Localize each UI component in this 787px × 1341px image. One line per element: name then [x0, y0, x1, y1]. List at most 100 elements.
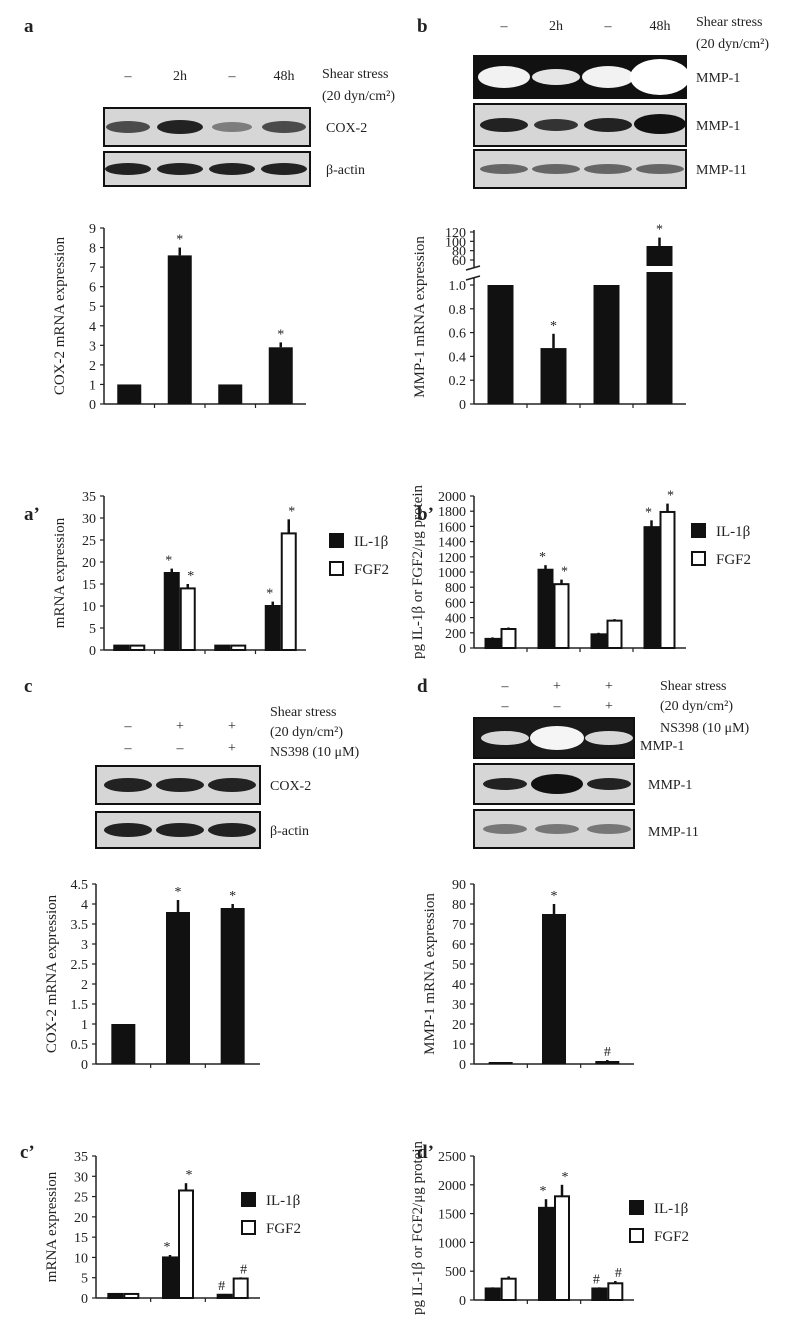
y-tick-label: 10 [74, 1251, 88, 1266]
lane-label: + [605, 679, 613, 694]
blot-band [530, 726, 584, 750]
condition-label: (20 dyn/cm²) [696, 37, 769, 52]
bar [107, 1292, 124, 1300]
y-tick-label: 2 [81, 978, 88, 993]
legend-swatch [629, 1200, 644, 1215]
significance-mark: # [218, 1279, 225, 1294]
bar [537, 568, 554, 649]
y-tick-label: 0 [89, 644, 96, 659]
band-label: MMP-1 [648, 778, 692, 793]
significance-mark: * [266, 587, 273, 602]
panel-label: a’ [24, 504, 40, 525]
y-tick-label: 0 [81, 1292, 88, 1307]
blot-band [587, 824, 631, 834]
y-tick-label: 20 [74, 1211, 88, 1226]
y-tick-label: 1200 [438, 551, 466, 566]
bar [538, 1206, 554, 1301]
y-tick-label: 800 [445, 581, 466, 596]
band-label: MMP-1 [696, 71, 740, 86]
y-tick-label: 0.4 [449, 350, 467, 365]
y-tick-label: 60 [452, 254, 466, 269]
lane-label: + [228, 741, 236, 756]
panel-label-c: c [24, 676, 32, 697]
axis-break-mark [465, 275, 481, 281]
bar [179, 587, 196, 652]
bar [111, 1024, 136, 1064]
blot-band [483, 824, 527, 834]
y-tick-label: 120 [445, 226, 466, 241]
bar [264, 605, 281, 651]
y-axis-label: pg IL-1β or FGF2/μg protein [410, 1141, 426, 1315]
bar [500, 628, 517, 649]
y-tick-label: 1000 [438, 566, 466, 581]
legend-label: FGF2 [716, 552, 751, 568]
blot-b: b – 2h – 48h Shear stress (20 dyn/cm²) M… [417, 15, 769, 189]
band-label: COX-2 [270, 779, 311, 794]
y-axis-label: COX-2 mRNA expression [44, 894, 60, 1053]
significance-mark: * [645, 505, 652, 520]
significance-mark: * [539, 550, 546, 565]
blot-band [481, 731, 529, 745]
bar [129, 644, 146, 651]
y-tick-label: 3.5 [71, 918, 89, 933]
blot-band [534, 119, 578, 131]
blot-band [634, 114, 686, 134]
bar [484, 637, 501, 650]
y-axis-label: mRNA expression [44, 1171, 60, 1282]
y-tick-label: 1800 [438, 505, 466, 520]
y-tick-label: 1 [89, 378, 96, 393]
legend-label: FGF2 [354, 562, 389, 578]
y-tick-label: 80 [452, 245, 466, 260]
blot-band [636, 164, 684, 174]
blot-band [212, 122, 252, 132]
condition-label: Shear stress [270, 705, 337, 720]
y-tick-label: 35 [82, 490, 96, 505]
blot-band [630, 59, 690, 95]
blot-band [261, 163, 307, 175]
bar [232, 1277, 249, 1300]
bar [484, 1287, 501, 1301]
blot-band [532, 69, 580, 85]
significance-mark: * [550, 319, 557, 334]
legend-label: IL-1β [266, 1193, 300, 1209]
bar [117, 384, 142, 404]
panel-label: b’ [417, 504, 434, 525]
blot-band [584, 118, 632, 132]
bar [178, 1189, 194, 1299]
chart-a-prime-mrna: mRNA expression a’ 0 5 10 15 20 25 30 35 * * IL-1β * *… [24, 490, 389, 659]
bar [659, 510, 676, 649]
blot-band [584, 164, 632, 174]
chart-a-cox2-mrna: COX-2 mRNA expression 0 1 2 3 4 5 6 7 8 9 * * [52, 222, 306, 413]
y-tick-label: 0 [459, 1058, 466, 1073]
condition-label: (20 dyn/cm²) [270, 725, 343, 740]
lane-label: – [124, 69, 133, 84]
y-tick-label: 5 [81, 1272, 88, 1287]
blot-c: c – + + – – + Shear stress (20 dyn/cm²) … [24, 676, 360, 849]
legend-label: FGF2 [654, 1229, 689, 1245]
y-tick-label: 10 [82, 600, 96, 615]
blot-band [104, 778, 152, 792]
blot-a: a – 2h – 48h Shear stress (20 dyn/cm²) C… [24, 16, 395, 187]
legend-swatch [241, 1220, 256, 1235]
y-axis-label: mRNA expression [52, 517, 68, 628]
lane-label: 48h [274, 69, 295, 84]
y-tick-label: 4 [89, 320, 96, 335]
significance-mark: * [667, 489, 674, 504]
significance-mark: * [175, 885, 182, 900]
chart-c-cox2-mrna: COX-2 mRNA expression 0 0.5 1 1.5 2 2.5 3 3.5 4 4.… [44, 878, 260, 1073]
bar [553, 583, 570, 649]
legend-label: IL-1β [716, 524, 750, 540]
bar [113, 644, 130, 651]
blot-band [208, 778, 256, 792]
significance-mark: * [229, 889, 236, 904]
panel-label-d: d [417, 676, 428, 697]
condition-label: Shear stress [696, 15, 763, 30]
legend-label: IL-1β [654, 1201, 688, 1217]
bar [167, 255, 192, 404]
y-tick-label: 35 [74, 1150, 88, 1165]
significance-mark: * [164, 1240, 171, 1255]
blot-band [532, 164, 580, 174]
